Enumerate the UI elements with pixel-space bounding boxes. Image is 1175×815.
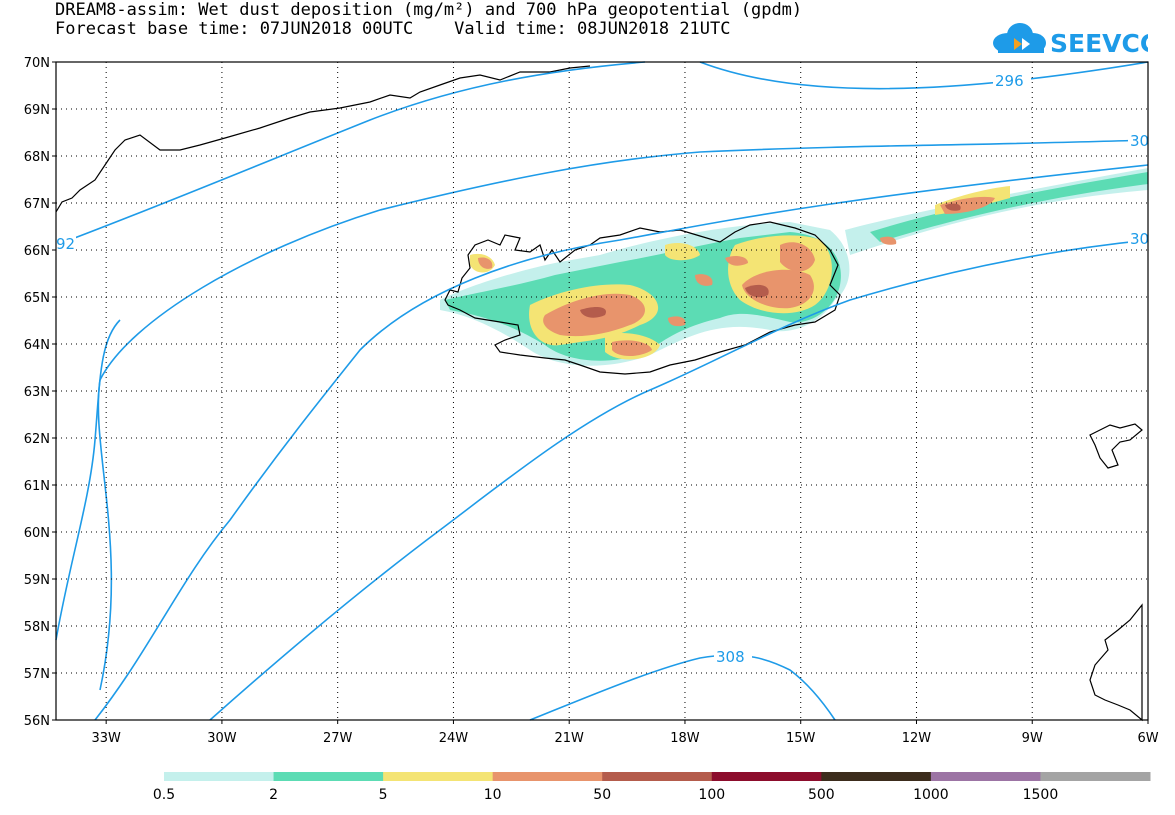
- longitude-labels: 33W 30W 27W 24W 21W 18W 15W 12W 9W 6W: [91, 720, 1159, 746]
- lon-label: 24W: [439, 731, 469, 746]
- lat-label: 64N: [24, 338, 50, 353]
- colorbar-label: 100: [698, 787, 725, 803]
- graticule: [56, 62, 1148, 720]
- lon-label: 27W: [323, 731, 353, 746]
- lon-label: 9W: [1022, 731, 1043, 746]
- contour-label-300-lower: 30: [1130, 230, 1149, 248]
- lat-label: 57N: [24, 667, 50, 682]
- colorbar-label: 2: [269, 787, 278, 803]
- colorbar-swatch: [930, 772, 1041, 781]
- logo-text: SEEVCCC: [1050, 29, 1148, 58]
- contour-left: [55, 319, 121, 641]
- colorbar-swatch: [711, 772, 822, 781]
- lat-label: 61N: [24, 479, 50, 494]
- contour-label-300-upper: 30: [1130, 132, 1149, 150]
- colorbar-label: 1000: [913, 787, 949, 803]
- colorbar-swatch: [602, 772, 713, 781]
- contour-label-292: 92: [56, 235, 75, 253]
- cloud-logo-icon: [993, 23, 1046, 53]
- lat-label: 66N: [24, 244, 50, 259]
- chart-subtitle: Forecast base time: 07JUN2018 00UTC Vali…: [55, 19, 731, 39]
- seevccc-logo: SEEVCCC: [993, 23, 1148, 58]
- colorbar-swatch: [1040, 772, 1151, 781]
- contour-296: [55, 61, 1149, 246]
- lon-label: 12W: [902, 731, 932, 746]
- lon-label: 33W: [91, 731, 121, 746]
- colorbar-label: 5: [379, 787, 388, 803]
- dust-shading: [440, 168, 1148, 366]
- contour-302: [94, 164, 1149, 721]
- contour-label-296: 296: [995, 72, 1024, 90]
- colorbar-label: 10: [484, 787, 502, 803]
- lon-label: 18W: [670, 731, 700, 746]
- lat-label: 58N: [24, 620, 50, 635]
- lat-label: 59N: [24, 573, 50, 588]
- lon-label: 30W: [207, 731, 237, 746]
- colorbar-label: 50: [593, 787, 611, 803]
- lat-label: 63N: [24, 385, 50, 400]
- contour-304: [209, 239, 1149, 721]
- contour-300: [97, 139, 1149, 691]
- colorbar-label: 500: [808, 787, 835, 803]
- lat-label: 67N: [24, 197, 50, 212]
- colorbar-swatch: [273, 772, 384, 781]
- lat-label: 70N: [24, 56, 50, 71]
- colorbar-swatch: [821, 772, 932, 781]
- lat-label: 65N: [24, 291, 50, 306]
- latitude-labels: 70N 69N 68N 67N 66N 65N 64N 63N 62N 61N 60N 59N 58N 5…: [24, 56, 56, 729]
- lon-label: 21W: [554, 731, 584, 746]
- colorbar-label: 0.5: [153, 787, 175, 803]
- colorbar-swatch: [383, 772, 494, 781]
- lat-label: 69N: [24, 103, 50, 118]
- contour-label-308: 308: [716, 648, 745, 666]
- lon-label: 6W: [1137, 731, 1158, 746]
- lat-label: 56N: [24, 714, 50, 729]
- colorbar-swatch: [492, 772, 603, 781]
- colorbar-swatch: [164, 772, 275, 781]
- coastlines: [55, 65, 1143, 722]
- chart-title: DREAM8-assim: Wet dust deposition (mg/m²…: [55, 0, 803, 20]
- lat-label: 68N: [24, 150, 50, 165]
- colorbar-label: 1500: [1023, 787, 1059, 803]
- lat-label: 62N: [24, 432, 50, 447]
- lon-label: 15W: [786, 731, 816, 746]
- geopotential-contours: [55, 61, 1149, 721]
- lat-label: 60N: [24, 526, 50, 541]
